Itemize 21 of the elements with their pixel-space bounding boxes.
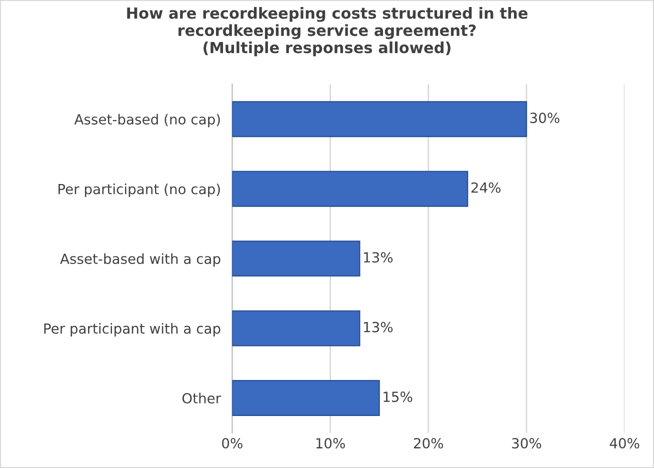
x-tick-label: 10% (316, 438, 345, 449)
bar (232, 310, 360, 346)
y-tick-label: Per participant with a cap (44, 323, 220, 336)
y-tick-label: Asset-based (no cap) (74, 114, 220, 128)
bar (232, 240, 360, 277)
data-label: 24% (471, 182, 500, 193)
x-tick-label: 0% (222, 438, 242, 449)
x-tick-label: 20% (414, 438, 444, 449)
data-label: 13% (364, 322, 393, 332)
y-tick-label: Per participant (no cap) (58, 184, 220, 198)
data-label: 13% (364, 252, 393, 263)
y-tick-label: Asset-based with a cap (60, 253, 220, 267)
data-label: 30% (530, 112, 560, 124)
y-tick-label: Other (182, 392, 222, 404)
chart-title: How are recordkeeping costs structured in the recordkeeping service agreement? (Multiple responses allowed) (127, 7, 528, 56)
bar (232, 380, 380, 416)
data-label: 15% (384, 392, 412, 402)
x-tick-label: 30% (512, 438, 542, 449)
x-tick-label: 40% (610, 438, 640, 449)
bar (232, 170, 468, 207)
bar (232, 101, 528, 138)
